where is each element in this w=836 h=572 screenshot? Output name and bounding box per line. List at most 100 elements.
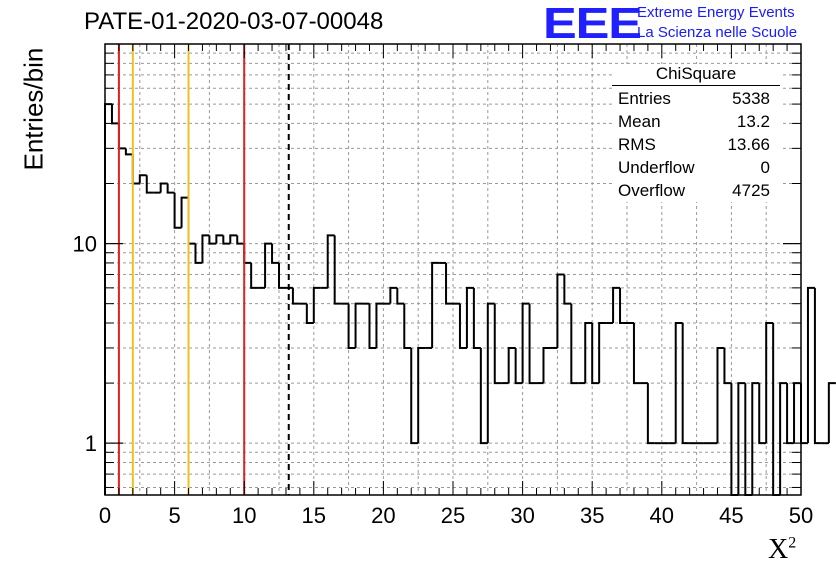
stats-value: 13.2 — [736, 112, 770, 131]
x-tick-label: 35 — [580, 503, 604, 528]
reference-lines — [117, 44, 290, 495]
histogram-bin — [737, 382, 746, 495]
histogram-bin — [389, 286, 398, 304]
stats-label: Mean — [618, 112, 661, 131]
histogram-bin — [229, 234, 238, 244]
histogram-bin — [368, 303, 377, 349]
histogram-bin — [201, 234, 210, 263]
stats-label: Entries — [618, 89, 671, 108]
x-tick-label: 30 — [510, 503, 534, 528]
histogram-bin — [124, 148, 133, 156]
histogram-bin — [410, 347, 419, 445]
histogram-bin — [674, 322, 683, 444]
histogram-bin — [493, 303, 502, 385]
histogram-bin — [187, 197, 196, 245]
axis-ticks: 0 5 10 15 20 25 30 35 40 45 50 1 10 — [73, 44, 813, 528]
histogram-bin — [375, 302, 384, 348]
histogram-bin — [403, 303, 412, 349]
histogram-bin — [117, 123, 126, 150]
histogram-bin — [813, 287, 822, 445]
histogram-bin — [556, 273, 565, 348]
x-tick-label: 25 — [441, 503, 465, 528]
histogram-bin — [827, 382, 836, 444]
histogram-bin — [793, 382, 801, 444]
histogram-bin — [326, 234, 335, 288]
x-tick-label: 20 — [371, 503, 395, 528]
histogram-bin — [619, 287, 627, 325]
histogram-bin — [431, 261, 440, 348]
histogram-bin — [445, 262, 453, 305]
stats-row-rms: RMS 13.66 — [612, 133, 780, 156]
histogram-bin — [396, 287, 405, 305]
histogram-bin — [528, 303, 537, 385]
histogram-bin — [646, 383, 655, 445]
histogram-bin — [215, 234, 224, 244]
histogram-bin — [779, 382, 788, 495]
x-tick-label: 50 — [789, 503, 813, 528]
histogram-bin — [612, 286, 621, 324]
histogram-bin — [716, 346, 725, 444]
histogram-bin — [744, 383, 753, 496]
histogram-bin — [243, 243, 252, 264]
histogram-bin — [264, 242, 273, 288]
histogram-bin — [110, 104, 119, 125]
histogram-bin — [347, 303, 356, 349]
chart-title: PATE-01-2020-03-07-00048 — [84, 8, 384, 35]
x-axis-label: X2 — [768, 534, 796, 566]
histogram-bin — [521, 302, 530, 384]
histogram-bin — [479, 347, 488, 445]
y-tick-label: 1 — [85, 431, 97, 456]
histogram-bin — [563, 274, 572, 305]
histogram-bin — [765, 322, 774, 444]
histogram-bin — [681, 323, 690, 445]
stats-value: 5338 — [732, 89, 770, 108]
histogram-bin — [800, 383, 808, 445]
logo-line-1: Extreme Energy Events — [637, 4, 795, 21]
histogram-bin — [806, 286, 815, 444]
histogram-bin — [723, 347, 732, 385]
histogram-bin — [180, 196, 189, 228]
stats-row-mean: Mean 13.2 — [612, 110, 780, 133]
logo-line-2: La Scienza nelle Scuole — [637, 24, 798, 41]
histogram-bin — [250, 262, 259, 289]
histogram-bin — [514, 347, 523, 385]
x-tick-label: 40 — [650, 503, 674, 528]
histogram-bin — [194, 243, 203, 264]
histogram-bin — [772, 323, 781, 496]
histogram-bin — [104, 103, 112, 495]
histogram-bin — [632, 323, 641, 385]
x-tick-label: 5 — [168, 503, 180, 528]
histogram-bin — [222, 235, 231, 245]
x-axis-label-text: X — [768, 534, 789, 565]
stats-value: 4725 — [732, 181, 770, 200]
stats-label: Underflow — [618, 158, 695, 177]
histogram-bin — [271, 243, 279, 264]
histogram-bin — [542, 346, 551, 384]
stats-box-title: ChiSquare — [612, 64, 780, 86]
eee-logo: EEE — [543, 0, 642, 48]
x-tick-label: 10 — [232, 503, 256, 528]
y-tick-label: 10 — [73, 232, 97, 257]
histogram-bin — [131, 154, 140, 185]
histogram-bin — [730, 383, 739, 496]
histogram-bin — [584, 322, 593, 384]
histogram-bin — [305, 303, 314, 325]
histogram-bin — [591, 323, 600, 385]
histogram-bin — [312, 286, 321, 324]
histogram-bin — [417, 346, 426, 444]
histogram-bin — [145, 175, 154, 194]
histogram-bin — [333, 235, 342, 305]
histogram-bin — [236, 235, 245, 245]
x-tick-label: 15 — [302, 503, 326, 528]
histogram-bin — [354, 302, 363, 348]
stats-box: ChiSquare Entries 5338 Mean 13.2 RMS 13.… — [612, 64, 780, 202]
histogram-bin — [486, 302, 495, 444]
histogram-bin — [291, 287, 300, 305]
histogram-bin — [138, 174, 147, 184]
stats-row-entries: Entries 5338 — [612, 87, 780, 110]
histogram-bin — [598, 322, 607, 384]
histogram-bin — [758, 383, 767, 445]
histogram-bin — [166, 183, 175, 194]
x-tick-label: 45 — [719, 503, 743, 528]
